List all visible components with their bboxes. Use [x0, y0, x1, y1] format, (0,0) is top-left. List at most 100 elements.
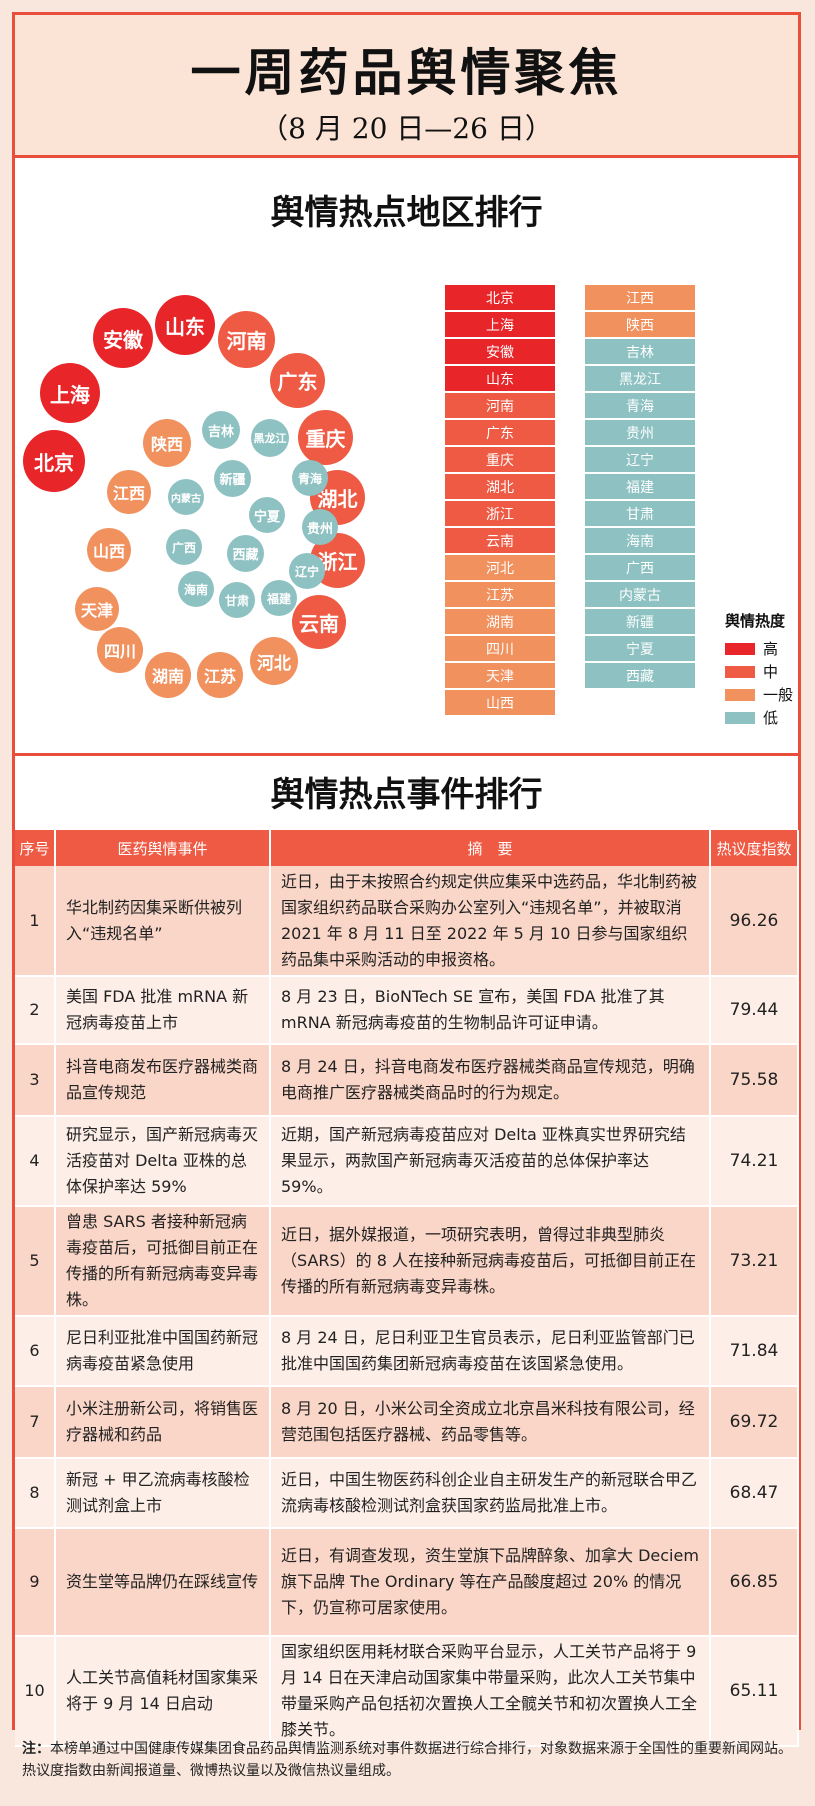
row-event: 曾患 SARS 者接种新冠病毒疫苗后，可抵御目前正在传播的所有新冠病毒变异毒株。 — [55, 1206, 271, 1317]
rank-item: 福建 — [585, 474, 695, 499]
rank-item: 上海 — [445, 312, 555, 337]
column-header-summary: 摘 要 — [270, 830, 711, 866]
row-summary: 近日，有调查发现，资生堂旗下品牌醉象、加拿大 Deciem 旗下品牌 The O… — [270, 1528, 711, 1637]
row-score: 69.72 — [710, 1386, 799, 1459]
rank-item: 重庆 — [445, 447, 555, 472]
legend-label: 一般 — [763, 686, 794, 704]
row-score: 68.47 — [710, 1458, 799, 1529]
bubble-qinghai: 青海 — [292, 460, 328, 496]
row-summary: 近期，国产新冠病毒疫苗应对 Delta 亚株真实世界研究结果显示，两款国产新冠病… — [270, 1116, 711, 1207]
row-score: 96.26 — [710, 866, 799, 977]
bubble-fujian: 福建 — [261, 580, 297, 616]
rank-item: 甘肃 — [585, 501, 695, 526]
rank-item: 西藏 — [585, 663, 695, 688]
rank-item: 江西 — [585, 285, 695, 310]
legend-swatch-low — [725, 711, 755, 724]
bubble-tianjin: 天津 — [75, 587, 119, 631]
bubble-ningxia: 宁夏 — [249, 497, 285, 533]
table-row: 5 曾患 SARS 者接种新冠病毒疫苗后，可抵御目前正在传播的所有新冠病毒变异毒… — [15, 1206, 799, 1317]
row-index: 5 — [15, 1206, 56, 1317]
table-row: 9 资生堂等品牌仍在踩线宣传 近日，有调查发现，资生堂旗下品牌醉象、加拿大 De… — [15, 1528, 799, 1637]
row-event: 抖音电商发布医疗器械类商品宣传规范 — [55, 1044, 271, 1117]
row-index: 8 — [15, 1458, 56, 1529]
row-index: 1 — [15, 866, 56, 977]
rank-item: 陕西 — [585, 312, 695, 337]
event-section-title: 舆情热点事件排行 — [270, 775, 543, 815]
row-summary: 8 月 20 日，小米公司全资成立北京昌米科技有限公司，经营范围包括医疗器械、药… — [270, 1386, 711, 1459]
legend-item: 高 — [725, 637, 793, 660]
rank-item: 云南 — [445, 528, 555, 553]
row-score: 65.11 — [710, 1636, 799, 1747]
region-section-title: 舆情热点地区排行 — [270, 193, 543, 233]
bubble-yunnan: 云南 — [292, 595, 346, 649]
bubble-guangdong: 广东 — [270, 353, 325, 408]
page-subtitle: （8 月 20 日—26 日） — [260, 112, 553, 145]
table-row: 8 新冠 + 甲乙流病毒核酸检测试剂盒上市 近日，中国生物医药科创企业自主研发生… — [15, 1458, 799, 1529]
rank-item: 贵州 — [585, 420, 695, 445]
legend-swatch-mid — [725, 665, 755, 678]
rank-item: 宁夏 — [585, 636, 695, 661]
ranking-column-2: 江西 陕西 吉林 黑龙江 青海 贵州 辽宁 福建 甘肃 海南 广西 内蒙古 新疆… — [585, 285, 695, 690]
rank-item: 湖北 — [445, 474, 555, 499]
row-event: 研究显示，国产新冠病毒灭活疫苗对 Delta 亚株的总体保护率达 59% — [55, 1116, 271, 1207]
row-index: 4 — [15, 1116, 56, 1207]
column-header-score: 热议度指数 — [710, 830, 799, 866]
bubble-shaanxi: 陕西 — [143, 419, 191, 467]
section-divider — [15, 753, 798, 756]
page-title: 一周药品舆情聚焦 — [190, 43, 623, 102]
rank-item: 辽宁 — [585, 447, 695, 472]
row-summary: 近日，由于未按照合约规定供应集采中选药品，华北制药被国家组织药品联合采购办公室列… — [270, 866, 711, 977]
bubble-hainan: 海南 — [178, 571, 214, 607]
row-score: 79.44 — [710, 976, 799, 1045]
table-row: 1 华北制药因集采断供被列入“违规名单” 近日，由于未按照合约规定供应集采中选药… — [15, 866, 799, 977]
rank-item: 北京 — [445, 285, 555, 310]
row-index: 3 — [15, 1044, 56, 1117]
rank-item: 山西 — [445, 690, 555, 715]
legend-title: 舆情热度 — [725, 612, 786, 630]
rank-item: 青海 — [585, 393, 695, 418]
bubble-xinjiang: 新疆 — [214, 460, 251, 497]
rank-item: 河南 — [445, 393, 555, 418]
bubble-heilongjiang: 黑龙江 — [251, 419, 289, 457]
bubble-jiangsu: 江苏 — [197, 652, 243, 698]
row-event: 美国 FDA 批准 mRNA 新冠病毒疫苗上市 — [55, 976, 271, 1045]
row-event: 新冠 + 甲乙流病毒核酸检测试剂盒上市 — [55, 1458, 271, 1529]
header-band: 一周药品舆情聚焦 （8 月 20 日—26 日） — [15, 15, 798, 158]
table-row: 2 美国 FDA 批准 mRNA 新冠病毒疫苗上市 8 月 23 日，BioNT… — [15, 976, 799, 1045]
footnote: 注：本榜单通过中国健康传媒集团食品药品舆情监测系统对事件数据进行综合排行，对象数… — [22, 1738, 794, 1782]
rank-item: 内蒙古 — [585, 582, 695, 607]
row-score: 66.85 — [710, 1528, 799, 1637]
row-event: 资生堂等品牌仍在踩线宣传 — [55, 1528, 271, 1637]
row-score: 75.58 — [710, 1044, 799, 1117]
heat-legend: 舆情热度 高 中 一般 低 — [725, 610, 793, 729]
bubble-chongqing: 重庆 — [298, 410, 353, 465]
row-event: 华北制药因集采断供被列入“违规名单” — [55, 866, 271, 977]
legend-item: 低 — [725, 706, 793, 729]
bubble-sichuan: 四川 — [97, 627, 143, 673]
row-index: 9 — [15, 1528, 56, 1637]
row-index: 2 — [15, 976, 56, 1045]
bubble-hunan: 湖南 — [145, 652, 191, 698]
bubble-shanghai: 上海 — [40, 363, 100, 423]
footnote-text: 本榜单通过中国健康传媒集团食品药品舆情监测系统对事件数据进行综合排行，对象数据来… — [22, 1741, 792, 1779]
row-index: 10 — [15, 1636, 56, 1747]
bubble-xizang: 西藏 — [227, 535, 264, 572]
row-summary: 近日，中国生物医药科创企业自主研发生产的新冠联合甲乙流病毒核酸检测试剂盒获国家药… — [270, 1458, 711, 1529]
event-ranking-table: 序号 医药舆情事件 摘 要 热议度指数 1 华北制药因集采断供被列入“违规名单”… — [15, 830, 799, 1747]
row-summary: 8 月 24 日，尼日利亚卫生官员表示，尼日利亚监管部门已批准中国国药集团新冠病… — [270, 1316, 711, 1387]
bubble-liaoning: 辽宁 — [289, 553, 325, 589]
row-summary: 国家组织医用耗材联合采购平台显示，人工关节产品将于 9 月 14 日在天津启动国… — [270, 1636, 711, 1747]
bubble-hebei: 河北 — [250, 637, 298, 685]
column-header-event: 医药舆情事件 — [55, 830, 271, 866]
row-event: 人工关节高值耗材国家集采将于 9 月 14 日启动 — [55, 1636, 271, 1747]
rank-item: 四川 — [445, 636, 555, 661]
row-summary: 8 月 24 日，抖音电商发布医疗器械类商品宣传规范，明确电商推广医疗器械类商品… — [270, 1044, 711, 1117]
bubble-anhui: 安徽 — [93, 308, 153, 368]
rank-item: 江苏 — [445, 582, 555, 607]
row-score: 71.84 — [710, 1316, 799, 1387]
rank-item: 浙江 — [445, 501, 555, 526]
column-header-index: 序号 — [15, 830, 56, 866]
row-event: 尼日利亚批准中国国药新冠病毒疫苗紧急使用 — [55, 1316, 271, 1387]
poster-frame: 一周药品舆情聚焦 （8 月 20 日—26 日） 舆情热点地区排行 北京 上海 … — [12, 12, 801, 1747]
rank-item: 吉林 — [585, 339, 695, 364]
